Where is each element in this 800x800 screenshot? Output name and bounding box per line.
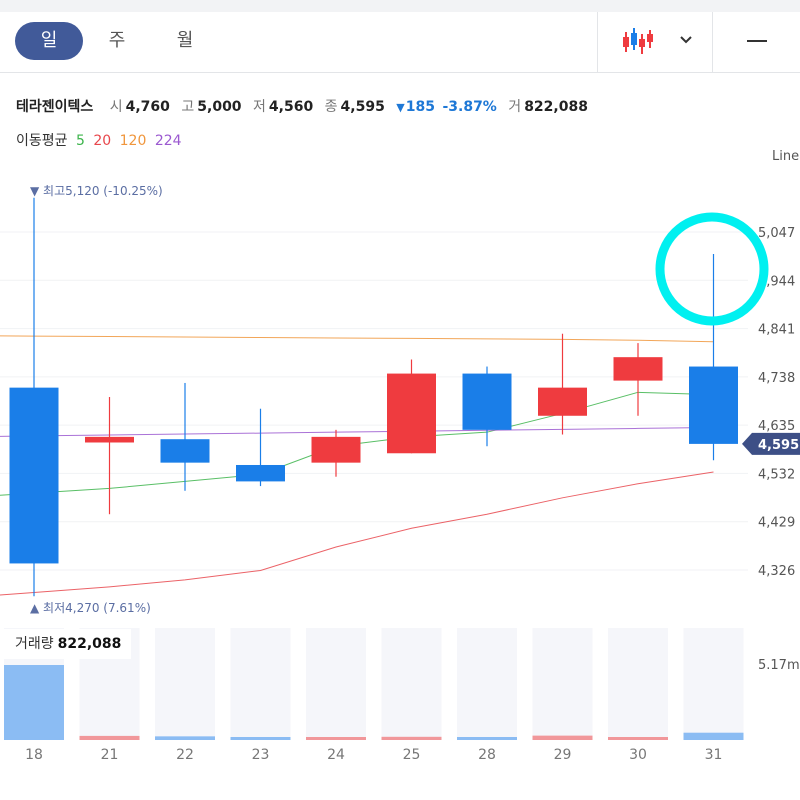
y-tick-label: 4,429: [758, 516, 795, 531]
volume-bg: [230, 628, 291, 740]
toolbar-divider: [712, 12, 713, 72]
top-strip: [0, 0, 800, 12]
candle-body: [538, 387, 587, 416]
volume-bg: [457, 628, 517, 740]
open-value: 4,760: [125, 99, 170, 115]
x-tick-label: 28: [478, 747, 496, 763]
close-value: 4,595: [340, 99, 385, 115]
scale-type-label[interactable]: Linea: [772, 149, 800, 164]
volume-bar: [306, 737, 366, 740]
candle-body: [311, 436, 361, 463]
change-value: 185: [405, 99, 435, 115]
ma-line-5: [33, 391, 714, 494]
high-label: 고: [181, 99, 195, 115]
ma-period-120[interactable]: 120: [119, 133, 147, 149]
volume-panel-title: 거래량: [15, 636, 54, 652]
volume-bar: [457, 737, 517, 740]
current-price-label: 4,595: [758, 438, 799, 453]
tab-weekly[interactable]: 주: [108, 30, 126, 51]
volume-label: 거: [508, 99, 522, 115]
high-annotation: ▼ 최고5,120 (-10.25%): [30, 184, 163, 198]
y-tick-label: 4,635: [758, 419, 795, 434]
volume-panel-value: 822,088: [57, 636, 122, 652]
x-tick-label: 24: [327, 747, 345, 763]
volume-bar: [155, 736, 215, 740]
volume-bar: [4, 665, 64, 740]
volume-bg: [306, 628, 366, 740]
ma-label: 이동평균: [16, 133, 68, 149]
candle-body: [9, 387, 59, 564]
y-tick-label: 4,841: [758, 323, 795, 338]
current-price-tag: [742, 432, 800, 455]
ma-line-120: [33, 335, 714, 343]
close-label: 종: [324, 99, 338, 115]
volume-bar: [608, 737, 668, 740]
moving-average-legend: 이동평균 5 20 120 224: [16, 130, 186, 150]
volume-panel-label: 거래량 822,088: [3, 629, 132, 659]
candle-body: [85, 436, 134, 443]
x-tick-label: 29: [554, 747, 572, 763]
x-tick-label: 25: [403, 747, 421, 763]
candlestick-chart-icon[interactable]: [618, 24, 654, 60]
candle-body: [160, 439, 210, 463]
x-tick-label: 18: [25, 747, 43, 763]
candle-body: [387, 373, 436, 454]
tab-daily[interactable]: 일: [15, 22, 83, 60]
ma-line-224: [33, 426, 714, 437]
x-tick-label: 23: [252, 747, 270, 763]
y-tick-label: 4,532: [758, 467, 795, 482]
candle-body: [689, 366, 738, 444]
volume-bar: [683, 732, 744, 740]
volume-bg: [683, 628, 744, 740]
stock-name: 테라젠이텍스: [16, 99, 94, 115]
y-tick-label: 4,738: [758, 371, 795, 386]
y-tick-label: 4,326: [758, 564, 795, 579]
down-arrow-icon: ▼: [396, 101, 405, 114]
x-tick-label: 31: [705, 747, 723, 763]
tab-monthly[interactable]: 월: [176, 30, 194, 51]
volume-bg: [532, 628, 593, 740]
chart-toolbar: 일 주 월: [0, 12, 800, 73]
ma-line-20-edge: [0, 592, 35, 596]
ma-period-20[interactable]: 20: [93, 133, 112, 149]
volume-bar: [79, 735, 140, 740]
ma-period-5[interactable]: 5: [75, 133, 85, 149]
change-percent: -3.87%: [442, 99, 497, 115]
chevron-down-icon[interactable]: [672, 26, 700, 54]
highlight-circle: [655, 212, 769, 326]
x-tick-label: 21: [101, 747, 119, 763]
x-tick-label: 30: [629, 747, 647, 763]
volume-bg: [155, 628, 215, 740]
volume-bg: [381, 628, 442, 740]
volume-axis-label: 5.17m: [758, 658, 800, 673]
menu-icon[interactable]: [735, 26, 779, 56]
price-info-row: 테라젠이텍스 시 4,760 고 5,000 저 4,560 종 4,595 ▼185 …: [16, 96, 595, 116]
toolbar-divider: [597, 12, 598, 72]
low-value: 4,560: [268, 99, 314, 115]
volume-bar: [230, 737, 291, 740]
y-tick-label: 5,047: [758, 226, 795, 241]
volume-bg: [608, 628, 668, 740]
ma-line-20: [33, 471, 714, 594]
candle-body: [236, 464, 285, 482]
volume-bar: [532, 735, 593, 740]
ma-period-224[interactable]: 224: [154, 133, 182, 149]
volume-bar: [381, 736, 442, 740]
high-value: 5,000: [197, 99, 242, 115]
low-annotation: ▲ 최저4,270 (7.61%): [30, 601, 151, 615]
candle-body: [613, 357, 663, 381]
volume-value: 822,088: [524, 99, 588, 115]
open-label: 시: [109, 99, 123, 115]
low-label: 저: [253, 99, 266, 115]
candle-body: [462, 373, 512, 430]
x-tick-label: 22: [176, 747, 194, 763]
